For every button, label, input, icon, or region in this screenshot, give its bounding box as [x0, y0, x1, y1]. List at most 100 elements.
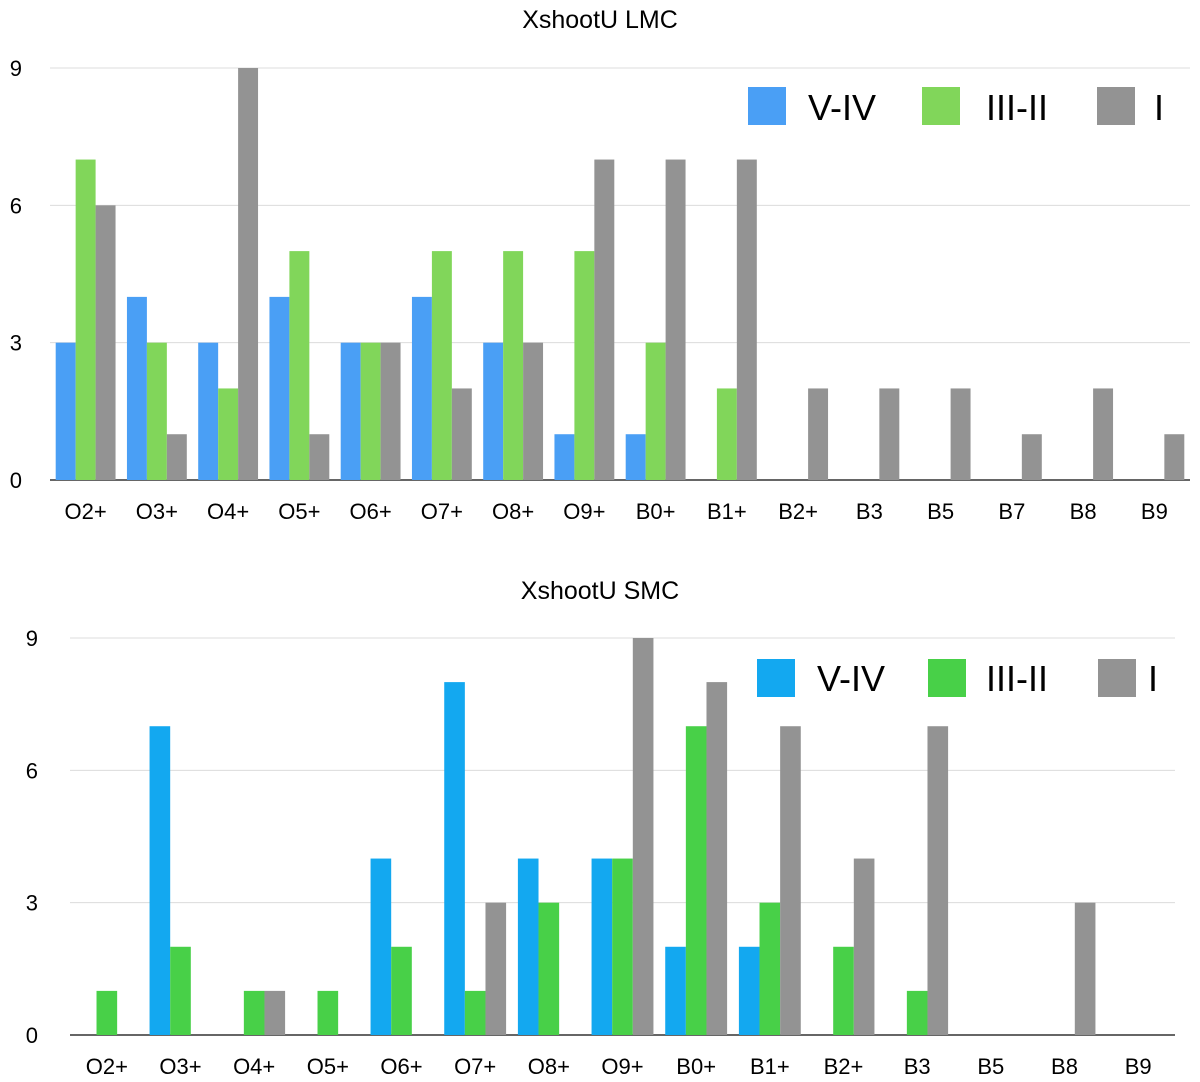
legend-label: I	[1154, 87, 1164, 128]
bar-o9plus-i	[594, 159, 615, 481]
category-label: O4+	[207, 499, 249, 524]
bar-b7-i	[1021, 434, 1042, 480]
category-label: O3+	[159, 1054, 201, 1079]
bars	[96, 638, 1096, 1035]
bar-o2plus-iii-ii	[75, 159, 96, 481]
bar-o4plus-iii-ii	[218, 388, 239, 480]
bar-o9plus-i	[632, 638, 654, 1035]
bar-o3plus-v-iv	[149, 726, 171, 1035]
category-label: B5	[977, 1054, 1004, 1079]
category-label: B8	[1070, 499, 1097, 524]
category-label: O4+	[233, 1054, 275, 1079]
legend-swatch	[757, 659, 795, 697]
bar-b2plus-i	[808, 388, 829, 480]
category-label: B1+	[707, 499, 747, 524]
bar-o4plus-iii-ii	[243, 990, 265, 1035]
legend: V-IV III-II I	[748, 87, 1164, 128]
bar-o9plus-iii-ii	[612, 858, 633, 1035]
legend-label: III-II	[986, 658, 1048, 699]
bar-b9-i	[1164, 434, 1185, 480]
bar-o7plus-i	[485, 902, 507, 1035]
bar-o4plus-i	[238, 68, 259, 480]
bar-o6plus-i	[380, 342, 401, 480]
legend-label: V-IV	[808, 87, 876, 128]
category-label: O8+	[492, 499, 534, 524]
bar-b1plus-i	[780, 726, 801, 1035]
bar-b1plus-i	[736, 159, 757, 481]
bar-b0plus-v-iv	[665, 946, 686, 1035]
bar-o2plus-i	[95, 205, 116, 481]
category-label: B2+	[778, 499, 818, 524]
y-tick-label: 3	[26, 891, 38, 916]
category-label: O6+	[380, 1054, 422, 1079]
chart-title: XshootU LMC	[522, 6, 678, 34]
bar-o6plus-v-iv	[340, 342, 361, 480]
category-label: O3+	[136, 499, 178, 524]
category-label: O9+	[601, 1054, 643, 1079]
bar-b1plus-iii-ii	[759, 902, 781, 1035]
y-tick-label: 9	[26, 626, 38, 651]
bar-o5plus-iii-ii	[289, 251, 310, 480]
category-label: O9+	[563, 499, 605, 524]
bar-o8plus-v-iv	[517, 858, 539, 1035]
legend-label: V-IV	[817, 658, 885, 699]
bar-b8-i	[1074, 902, 1096, 1035]
bar-o5plus-iii-ii	[317, 990, 339, 1035]
bar-b0plus-iii-ii	[645, 342, 666, 480]
bar-b8-i	[1093, 388, 1114, 480]
bar-b1plus-iii-ii	[716, 388, 737, 480]
category-label: B9	[1141, 499, 1168, 524]
bar-o8plus-iii-ii	[503, 251, 524, 480]
bar-o2plus-v-iv	[55, 342, 76, 480]
category-label: B2+	[824, 1054, 864, 1079]
category-label: O7+	[421, 499, 463, 524]
legend-swatch	[1098, 659, 1136, 697]
chart-title: XshootU SMC	[521, 577, 679, 605]
y-tick-label: 0	[10, 468, 22, 493]
category-label: O6+	[350, 499, 392, 524]
category-label: B0+	[636, 499, 676, 524]
bar-o2plus-iii-ii	[96, 990, 118, 1035]
bar-o3plus-iii-ii	[146, 342, 167, 480]
bar-b2plus-iii-ii	[833, 946, 854, 1035]
bar-o4plus-i	[264, 990, 286, 1035]
bar-o9plus-v-iv	[554, 434, 575, 480]
legend-label: III-II	[986, 87, 1048, 128]
bar-o3plus-i	[166, 434, 187, 480]
bar-o8plus-v-iv	[483, 342, 504, 480]
bar-o4plus-v-iv	[198, 342, 219, 480]
bar-o8plus-i	[523, 342, 544, 480]
bar-o7plus-iii-ii	[431, 251, 452, 480]
y-tick-label: 6	[10, 193, 22, 218]
category-label: B9	[1125, 1054, 1152, 1079]
legend-swatch	[1097, 87, 1135, 125]
y-tick-label: 0	[26, 1023, 38, 1048]
y-tick-label: 9	[10, 56, 22, 81]
y-tick-label: 3	[10, 331, 22, 356]
bar-o7plus-v-iv	[444, 682, 465, 1035]
bar-b0plus-v-iv	[625, 434, 646, 480]
category-label: O2+	[86, 1054, 128, 1079]
legend: V-IV III-II I	[757, 658, 1158, 699]
category-label: B1+	[750, 1054, 790, 1079]
bar-o3plus-iii-ii	[170, 946, 191, 1035]
category-label: B8	[1051, 1054, 1078, 1079]
bar-o3plus-v-iv	[126, 296, 147, 480]
category-label: B3	[904, 1054, 931, 1079]
chart-panel-2: XshootU SMC 0 3 6 9 O2+ O3+ O4+ O5+ O6+ O7+ O8+ O9+ B…	[26, 577, 1175, 1079]
bar-o6plus-v-iv	[370, 858, 392, 1035]
bar-b2plus-i	[853, 858, 875, 1035]
bar-o9plus-iii-ii	[574, 251, 595, 480]
y-tick-label: 6	[26, 758, 38, 783]
bar-o7plus-i	[451, 388, 472, 480]
category-label: O7+	[454, 1054, 496, 1079]
bar-o8plus-iii-ii	[538, 902, 560, 1035]
bar-b3-iii-ii	[906, 990, 928, 1035]
category-label: B7	[998, 499, 1025, 524]
bar-o7plus-iii-ii	[464, 990, 486, 1035]
legend-label: I	[1148, 658, 1158, 699]
category-label: O2+	[65, 499, 107, 524]
bar-o7plus-v-iv	[411, 296, 432, 480]
category-label: B0+	[676, 1054, 716, 1079]
